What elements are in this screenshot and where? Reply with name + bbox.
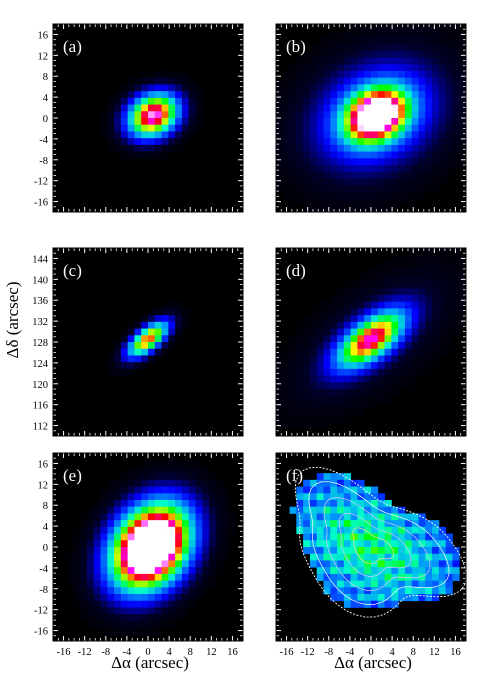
panel-d: (d) [275, 247, 467, 437]
y-tick-label: 116 [33, 401, 48, 412]
contour-line [352, 527, 395, 565]
y-tick-label: 128 [32, 338, 48, 349]
y-tick-label: -4 [39, 564, 48, 575]
panel-label: (c) [63, 261, 82, 280]
y-axis-label: Δδ (arcsec) [3, 282, 22, 359]
panel-label: (e) [63, 466, 82, 485]
panel-frame [52, 247, 244, 437]
x-tick-label: -8 [324, 647, 333, 658]
y-tick-label: 8 [43, 72, 48, 83]
contour-overlay [294, 466, 466, 618]
contour-line [338, 513, 412, 577]
panel-f: (f) -16 -12 -8 -4 0 4 8 12 16 [275, 452, 467, 658]
panel-label: (f) [286, 466, 303, 485]
x-tick-label: 16 [227, 647, 238, 658]
x-tick-label: -12 [78, 647, 92, 658]
x-tick-label: -16 [57, 647, 71, 658]
y-tick-label: 16 [38, 30, 49, 41]
x-tick-label: -8 [101, 647, 110, 658]
x-tick-label: 8 [188, 647, 193, 658]
y-tick-label: 4 [43, 522, 49, 533]
y-tick-label: 12 [38, 51, 49, 62]
heatmap [276, 248, 466, 430]
y-tick-label: 12 [38, 480, 49, 491]
y-tick-label: -8 [39, 156, 48, 167]
heatmap [100, 71, 203, 159]
x-tick-label: 4 [166, 647, 172, 658]
y-tick-label: 120 [32, 380, 48, 391]
panel-e: (e) -16 -12 -8 -4 0 4 8 12 16 -16 -12 -8 -4 0 4 8 12 16 [34, 452, 244, 658]
x-axis-label-left: Δα (arcsec) [111, 653, 189, 672]
contour-line [308, 481, 450, 605]
y-tick-label: 140 [32, 275, 48, 286]
x-tick-label: 0 [368, 647, 373, 658]
panel-label: (d) [286, 261, 306, 280]
y-tick-label: 16 [38, 459, 49, 470]
y-tick-label: 112 [33, 422, 48, 433]
x-tick-label: -16 [280, 647, 294, 658]
y-tick-label: 8 [43, 501, 48, 512]
y-tick-label: 0 [43, 543, 48, 554]
x-tick-label: -12 [301, 647, 315, 658]
panel-b: (b) [275, 23, 467, 213]
x-tick-label: -4 [123, 647, 132, 658]
panel-label: (a) [63, 37, 82, 56]
y-tick-label: 0 [43, 114, 48, 125]
heatmap [66, 459, 237, 635]
y-tick-label: 124 [32, 359, 49, 370]
y-tick-label: 132 [32, 317, 48, 328]
heatmap [107, 301, 190, 376]
x-tick-label: 12 [429, 647, 440, 658]
y-tick-label: 144 [32, 254, 49, 265]
panel-grid: (a)-16-12-8-40481216(b)(c)11211612012412… [32, 23, 467, 658]
y-tick-label: -16 [34, 198, 48, 209]
heatmap [289, 473, 460, 608]
x-tick-label: 8 [411, 647, 416, 658]
heatmap [276, 24, 466, 212]
panel-c: (c) 112 116 120 124 128 132 136 140 144 [32, 247, 244, 437]
y-tick-label: -16 [34, 627, 48, 638]
panel-frame [275, 23, 467, 213]
panel-label: (b) [286, 37, 306, 56]
y-tick-label: 4 [43, 93, 49, 104]
panel-frame [52, 23, 244, 213]
panel-frame [275, 247, 467, 437]
y-tick-label: -12 [34, 177, 48, 188]
x-tick-label: -4 [346, 647, 355, 658]
panel-a: (a) -16 -12 -8 -4 0 4 8 12 16 [34, 23, 244, 213]
y-tick-label: 136 [32, 296, 48, 307]
panel-frame [275, 452, 467, 642]
y-tick-label: -12 [34, 606, 48, 617]
x-axis-label-right: Δα (arcsec) [334, 653, 412, 672]
x-tick-label: 0 [145, 647, 150, 658]
x-tick-label: 4 [389, 647, 395, 658]
x-tick-label: 16 [450, 647, 461, 658]
x-tick-label: 12 [206, 647, 217, 658]
contour-line [323, 497, 431, 591]
panel-frame [52, 452, 244, 642]
y-tick-label: -4 [39, 135, 48, 146]
y-tick-label: -8 [39, 585, 48, 596]
